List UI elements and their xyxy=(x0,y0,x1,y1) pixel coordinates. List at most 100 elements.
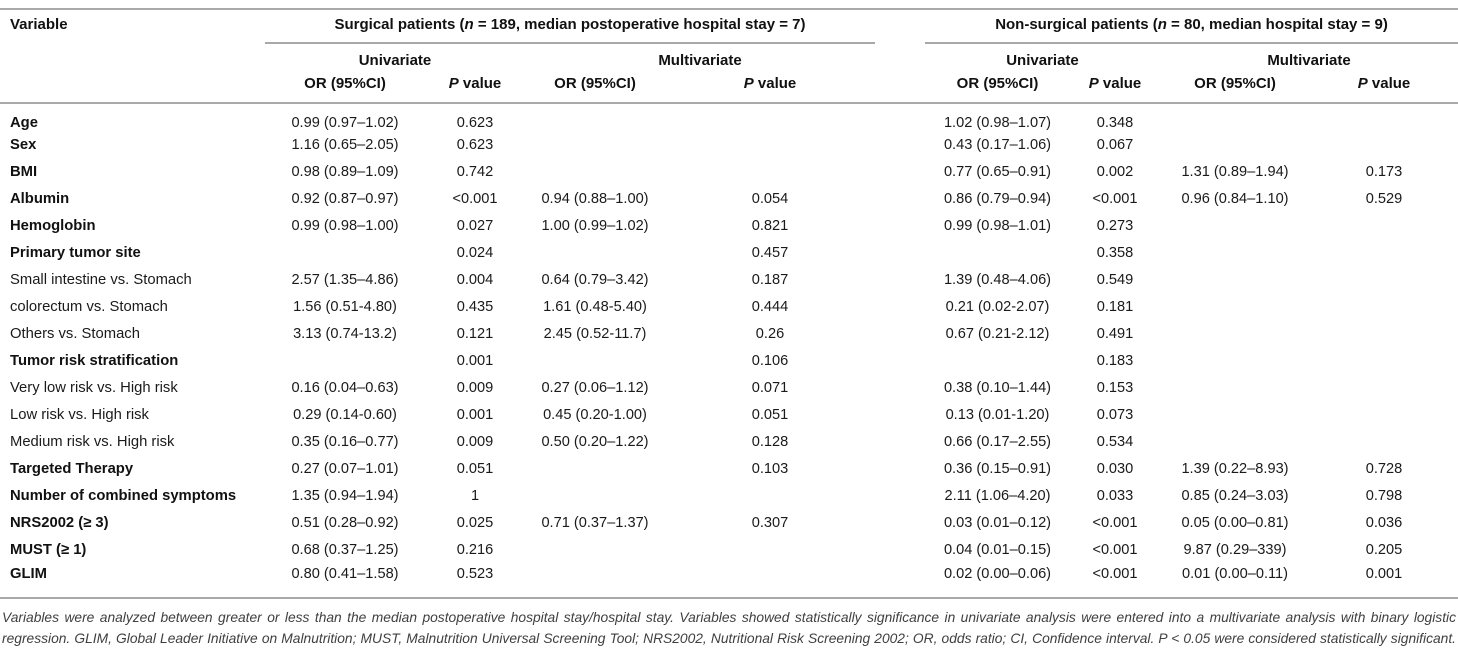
p-value-cell xyxy=(665,103,875,131)
table-header: Variable Surgical patients (n = 189, med… xyxy=(0,9,1458,104)
table-row: Primary tumor site 0.024 0.457 0.358 xyxy=(0,239,1458,266)
variable-label: GLIM xyxy=(10,565,47,582)
italic-n: n xyxy=(1157,16,1167,33)
or-ci-cell xyxy=(525,563,665,590)
p-value-cell: 0.457 xyxy=(751,244,789,261)
or-ci-cell xyxy=(265,347,425,374)
table-row: Targeted Therapy 0.27 (0.07–1.01) 0.051 … xyxy=(0,455,1458,482)
or-ci-cell: 0.92 (0.87–0.97) xyxy=(291,190,399,207)
variable-label: Albumin xyxy=(10,190,70,207)
p-value-cell: 0.798 xyxy=(1365,487,1403,504)
p-value-cell xyxy=(1310,428,1458,455)
subheader-nonsurgical-multivariate: Multivariate xyxy=(1267,52,1351,69)
italic-n: n xyxy=(464,16,474,33)
variable-label: Targeted Therapy xyxy=(10,460,134,477)
or-ci-cell: 0.98 (0.89–1.09) xyxy=(291,163,399,180)
or-ci-cell: 0.50 (0.20–1.22) xyxy=(541,433,649,450)
or-ci-cell: 1.31 (0.89–1.94) xyxy=(1181,163,1289,180)
or-ci-cell: 0.64 (0.79–3.42) xyxy=(541,271,649,288)
p-value-cell xyxy=(1310,374,1458,401)
p-value-cell: 0.106 xyxy=(751,352,789,369)
p-value-cell: 0.051 xyxy=(751,406,789,423)
p-value-cell: 0.036 xyxy=(1365,514,1403,531)
or-ci-cell xyxy=(1160,266,1310,293)
p-value-cell: 0.623 xyxy=(456,115,494,131)
group-gap-cell xyxy=(875,509,925,536)
p-value-cell xyxy=(1310,212,1458,239)
p-value-cell: 0.009 xyxy=(456,379,494,396)
table-row: Medium risk vs. High risk 0.35 (0.16–0.7… xyxy=(0,428,1458,455)
variable-label: Low risk vs. High risk xyxy=(10,406,149,423)
or-ci-cell: 1.61 (0.48-5.40) xyxy=(543,298,647,315)
or-ci-cell: 2.57 (1.35–4.86) xyxy=(291,271,399,288)
or-ci-cell: 1.02 (0.98–1.07) xyxy=(943,115,1052,131)
subheader-nonsurgical-univariate: Univariate xyxy=(1006,52,1079,69)
p-value-cell xyxy=(665,131,875,158)
group-gap-cell xyxy=(875,428,925,455)
group-gap xyxy=(875,9,925,104)
or-ci-cell xyxy=(1160,103,1310,131)
p-value-cell xyxy=(665,158,875,185)
table-row: Others vs. Stomach 3.13 (0.74-13.2) 0.12… xyxy=(0,320,1458,347)
variable-label: Number of combined symptoms xyxy=(10,487,237,504)
p-value-cell: 0.009 xyxy=(456,433,494,450)
group-gap-cell xyxy=(875,131,925,158)
p-value-cell: 0.348 xyxy=(1096,115,1134,131)
table-row: Small intestine vs. Stomach 2.57 (1.35–4… xyxy=(0,266,1458,293)
p-value-cell: <0.001 xyxy=(1092,514,1138,531)
p-value-cell: <0.001 xyxy=(1092,565,1138,582)
p-value-cell: 0.26 xyxy=(755,325,785,342)
or-ci-cell: 0.16 (0.04–0.63) xyxy=(291,379,399,396)
or-ci-cell: 1.39 (0.48–4.06) xyxy=(943,271,1052,288)
variable-label: Tumor risk stratification xyxy=(10,352,179,369)
group-header-nonsurgical: Non-surgical patients (n = 80, median ho… xyxy=(925,9,1458,44)
p-value-cell: 0.067 xyxy=(1096,136,1134,153)
subheader-surgical-univariate: Univariate xyxy=(358,52,432,69)
p-value-cell: 0.153 xyxy=(1096,379,1134,396)
group-header-surgical-text: Surgical patients ( xyxy=(334,16,465,33)
or-ci-cell xyxy=(1160,239,1310,266)
p-value-cell: 0.103 xyxy=(751,460,789,477)
or-ci-cell: 0.05 (0.00–0.81) xyxy=(1181,514,1289,531)
p-value-cell xyxy=(1310,131,1458,158)
table-row: NRS2002 (≥ 3) 0.51 (0.28–0.92) 0.025 0.7… xyxy=(0,509,1458,536)
p-value-cell: 0.173 xyxy=(1365,163,1403,180)
variable-label: Very low risk vs. High risk xyxy=(10,379,178,396)
or-ci-cell: 0.35 (0.16–0.77) xyxy=(291,433,399,450)
variable-label: BMI xyxy=(10,163,38,180)
table-row: Age 0.99 (0.97–1.02) 0.623 1.02 (0.98–1.… xyxy=(0,103,1458,131)
p-value-cell xyxy=(1310,103,1458,131)
or-ci-cell: 2.11 (1.06–4.20) xyxy=(944,487,1051,504)
or-ci-cell: 0.99 (0.97–1.02) xyxy=(291,115,399,131)
p-value-cell: 0.728 xyxy=(1365,460,1403,477)
or-ci-cell: 0.38 (0.10–1.44) xyxy=(943,379,1052,396)
p-value-cell: 0.128 xyxy=(751,433,789,450)
variable-label: colorectum vs. Stomach xyxy=(10,298,168,315)
p-value-cell: 0.205 xyxy=(1365,541,1403,558)
or-ci-cell xyxy=(925,239,1070,266)
group-header-surgical-rest: = 189, median postoperative hospital sta… xyxy=(473,16,806,33)
or-ci-cell xyxy=(1160,347,1310,374)
variable-label: Hemoglobin xyxy=(10,217,96,234)
variable-label: MUST (≥ 1) xyxy=(10,541,87,558)
p-value-cell: 0.001 xyxy=(456,406,494,423)
column-header-p-value: P value xyxy=(1310,71,1458,104)
p-value-cell: 0.024 xyxy=(456,244,494,261)
p-value-cell: 0.051 xyxy=(456,460,494,477)
p-value-cell: 0.821 xyxy=(751,217,789,234)
p-value-cell: 0.071 xyxy=(751,379,789,396)
or-ci-cell: 0.21 (0.02-2.07) xyxy=(945,298,1050,315)
table-row: Tumor risk stratification 0.001 0.106 0.… xyxy=(0,347,1458,374)
group-gap-cell xyxy=(875,320,925,347)
p-value-cell: 0.002 xyxy=(1096,163,1134,180)
p-value-cell xyxy=(665,563,875,590)
p-value-cell: 0.307 xyxy=(751,514,789,531)
or-ci-cell xyxy=(525,455,665,482)
or-ci-cell xyxy=(525,239,665,266)
or-ci-cell: 0.36 (0.15–0.91) xyxy=(943,460,1052,477)
table-footnote: Variables were analyzed between greater … xyxy=(0,597,1458,649)
or-ci-cell: 0.68 (0.37–1.25) xyxy=(291,541,399,558)
p-value-cell: 0.183 xyxy=(1096,352,1134,369)
or-ci-cell: 1.16 (0.65–2.05) xyxy=(291,136,399,153)
